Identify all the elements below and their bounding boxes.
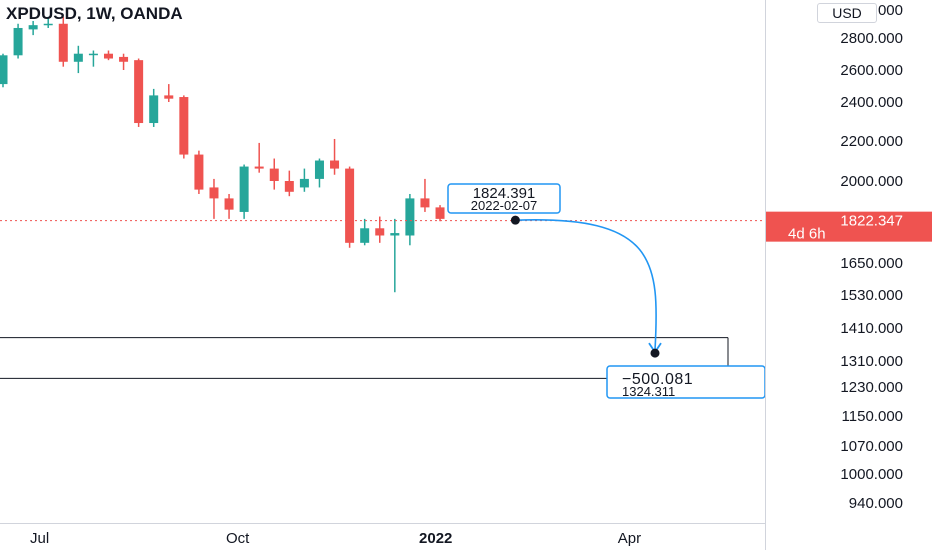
candle (375, 216, 385, 243)
candle-body (405, 198, 415, 236)
price-tick-label: 2600.000 (840, 62, 903, 79)
price-tick-label: 2800.000 (840, 30, 903, 47)
candle-body (269, 168, 279, 181)
candle-body (284, 181, 294, 192)
price-tick-label: 1150.000 (842, 408, 903, 425)
price-tick-label: 1000.000 (840, 466, 903, 483)
candle-body (209, 187, 219, 199)
last-price-tag[interactable]: 1822.347 4d 6h (766, 211, 932, 243)
last-price-value: 1822.347 (840, 213, 903, 230)
candle (149, 88, 159, 127)
candle (405, 193, 415, 246)
candle-body (149, 95, 159, 124)
price-tick-label: 1410.000 (840, 320, 903, 337)
candle (13, 23, 23, 59)
start-price-text: 1824.391 (473, 185, 536, 202)
candle-body (103, 53, 113, 59)
candle (435, 205, 445, 222)
last-price-countdown: 4d 6h (788, 226, 826, 243)
price-tick-label: 2000.000 (840, 173, 903, 190)
candle (88, 50, 98, 67)
candle (0, 53, 8, 88)
target-point-marker[interactable] (650, 348, 660, 358)
candle-body (330, 160, 340, 169)
target-price-text: 1324.311 (622, 384, 675, 399)
candle (209, 178, 219, 219)
time-tick-label: Oct (226, 530, 250, 547)
start-point-marker[interactable] (510, 215, 520, 225)
candle (239, 164, 249, 219)
candle (269, 158, 279, 190)
price-tick-label: 1230.000 (840, 379, 903, 396)
candle-body (224, 198, 234, 210)
candle-body (73, 53, 83, 62)
price-tick-label: 2200.000 (840, 133, 903, 150)
candle-body (164, 95, 174, 99)
chart-title: XPDUSD, 1W, OANDA (6, 4, 183, 23)
price-tick-label: 1070.000 (840, 438, 903, 455)
time-tick-label: Apr (618, 530, 641, 547)
candle-body (360, 228, 370, 243)
candle-body (134, 60, 144, 124)
candle (119, 53, 129, 70)
candle-body (314, 160, 324, 179)
time-tick-label: Jul (30, 530, 49, 547)
candle (164, 84, 174, 102)
candle-body (13, 27, 23, 56)
candle-body (345, 168, 355, 243)
candle (194, 150, 204, 194)
candle (299, 168, 309, 192)
candle (28, 20, 38, 36)
price-tick-label: 2400.000 (840, 94, 903, 111)
candle (224, 193, 234, 219)
candle-body (0, 55, 8, 85)
currency-button[interactable]: USD (817, 3, 877, 23)
candle (390, 218, 400, 293)
price-axis[interactable]: 3000.0002800.0002600.0002400.0002200.000… (765, 0, 932, 550)
price-tick-label: 1530.000 (840, 287, 903, 304)
candle-body (390, 233, 400, 236)
time-axis[interactable]: Jul Oct 2022 Apr (0, 523, 765, 548)
candle-body (420, 198, 430, 208)
candle (420, 178, 430, 212)
candle (345, 166, 355, 248)
target-change-text: −500.081 (622, 371, 693, 388)
price-tick-label: 1650.000 (840, 255, 903, 272)
price-tick-label: 1310.000 (840, 353, 903, 370)
candle (73, 45, 83, 74)
candle (134, 58, 144, 127)
candle (254, 142, 264, 173)
candles-layer (0, 16, 445, 293)
candle-body (88, 53, 98, 56)
candle-body (375, 228, 385, 236)
time-tick-label: 2022 (419, 530, 452, 547)
candle-body (119, 56, 129, 62)
candle-body (194, 154, 204, 190)
candle (43, 16, 53, 28)
candle (284, 170, 294, 197)
candle (58, 16, 68, 67)
candle (179, 95, 189, 159)
candle (360, 218, 370, 246)
price-axis-bg (765, 0, 932, 550)
candle (314, 158, 324, 188)
candle-body (58, 23, 68, 62)
candle-body (239, 166, 249, 212)
candle (103, 50, 113, 61)
candle-body (43, 23, 53, 26)
candle (330, 138, 340, 175)
candle-body (254, 166, 264, 169)
candle-body (179, 97, 189, 155)
start-date-text: 2022-02-07 (471, 198, 538, 213)
price-tick-label: 940.000 (849, 495, 903, 512)
candle-body (28, 25, 38, 30)
candle-body (299, 178, 309, 188)
projection-arrow[interactable] (515, 219, 657, 351)
candle-body (435, 207, 445, 219)
